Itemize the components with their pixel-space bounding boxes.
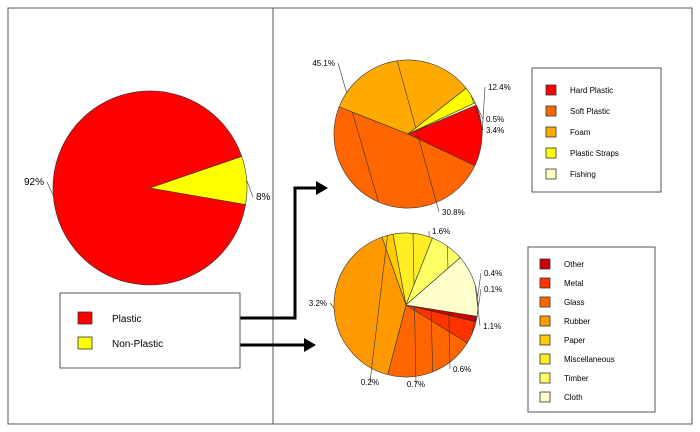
slice-cloth bbox=[405, 257, 479, 317]
legend-label-rubber: Rubber bbox=[564, 317, 591, 326]
data-label-timber: 0.6% bbox=[453, 365, 471, 374]
legend-item-plastic-straps: Plastic Straps bbox=[545, 147, 619, 159]
legend-item-fishing: Fishing bbox=[545, 168, 596, 180]
data-label-plastic-straps: 3.4% bbox=[486, 126, 504, 135]
leader-line-foam bbox=[396, 60, 440, 213]
legend-item-cloth: Cloth bbox=[539, 391, 583, 403]
leader-line-cloth bbox=[474, 285, 481, 327]
slice-soft-plastic bbox=[333, 106, 476, 209]
leader-line-plastic bbox=[46, 181, 54, 196]
data-label-fishing: 0.5% bbox=[486, 115, 504, 124]
legend-swatch-timber bbox=[539, 372, 551, 384]
legend-item-glass: Glass bbox=[539, 296, 584, 308]
legend-item-hard-plastic: Hard Plastic bbox=[545, 84, 613, 96]
legend-label-paper: Paper bbox=[564, 336, 586, 345]
leader-line-non-plastic bbox=[246, 180, 254, 198]
data-label-soft-plastic: 45.1% bbox=[312, 59, 335, 68]
legend-label-plastic: Plastic bbox=[112, 314, 141, 325]
legend-label-soft-plastic: Soft Plastic bbox=[570, 107, 610, 116]
legend-item-foam: Foam bbox=[545, 126, 591, 138]
non-plastic-types-pie: 0.1% 0.4% 1.6% 3.2% 0.2% 0.7% 0.6% 1.1% bbox=[309, 227, 502, 389]
legend-label-glass: Glass bbox=[564, 298, 584, 307]
legend-item-soft-plastic: Soft Plastic bbox=[545, 105, 610, 117]
legend-swatch-metal bbox=[539, 277, 551, 289]
legend-swatch-non-plastic bbox=[77, 336, 93, 350]
data-label-cloth: 1.1% bbox=[483, 322, 501, 331]
leader-line-soft-plastic bbox=[337, 62, 379, 202]
legend-swatch-miscellaneous bbox=[539, 353, 551, 365]
non-plastic-legend-box bbox=[527, 246, 656, 413]
composition-legend-box bbox=[59, 292, 241, 369]
data-label-non-plastic: 8% bbox=[256, 192, 271, 203]
non-plastic-legend: Other Metal Glass Rubber Paper Miscellaneous T… bbox=[539, 258, 615, 403]
legend-label-non-plastic: Non-Plastic bbox=[112, 339, 163, 350]
data-label-miscellaneous: 0.7% bbox=[407, 380, 425, 389]
legend-item-rubber: Rubber bbox=[539, 315, 591, 327]
legend-label-metal: Metal bbox=[564, 279, 584, 288]
leader-line-rubber bbox=[329, 302, 335, 309]
legend-item-paper: Paper bbox=[539, 334, 586, 346]
plastic-legend: Hard Plastic Soft Plastic Foam Plastic Stra… bbox=[545, 84, 619, 180]
legend-label-plastic-straps: Plastic Straps bbox=[570, 149, 619, 158]
legend-label-fishing: Fishing bbox=[570, 170, 596, 179]
legend-swatch-glass bbox=[539, 296, 551, 308]
legend-item-metal: Metal bbox=[539, 277, 584, 289]
leader-line-paper bbox=[369, 235, 388, 383]
data-label-plastic: 92% bbox=[24, 177, 44, 188]
composition-legend: Plastic Non-Plastic bbox=[77, 311, 163, 350]
legend-label-other: Other bbox=[564, 260, 584, 269]
leader-line-fishing bbox=[475, 103, 484, 120]
leader-line-miscellaneous bbox=[412, 233, 417, 385]
legend-label-cloth: Cloth bbox=[564, 393, 583, 402]
legend-swatch-paper bbox=[539, 334, 551, 346]
legend-item-non-plastic: Non-Plastic bbox=[77, 336, 163, 350]
legend-swatch-plastic-straps bbox=[545, 147, 557, 159]
legend-label-timber: Timber bbox=[564, 374, 589, 383]
legend-item-other: Other bbox=[539, 258, 584, 270]
data-label-foam: 30.8% bbox=[442, 208, 465, 217]
legend-swatch-fishing bbox=[545, 168, 557, 180]
legend-swatch-rubber bbox=[539, 315, 551, 327]
legend-swatch-hard-plastic bbox=[545, 84, 557, 96]
data-label-glass: 1.6% bbox=[432, 227, 450, 236]
legend-label-hard-plastic: Hard Plastic bbox=[570, 86, 613, 95]
data-label-metal: 0.4% bbox=[484, 269, 502, 278]
data-label-other: 0.1% bbox=[484, 285, 502, 294]
legend-label-foam: Foam bbox=[570, 128, 591, 137]
legend-item-miscellaneous: Miscellaneous bbox=[539, 353, 615, 365]
legend-swatch-other bbox=[539, 258, 551, 270]
composition-pie: 92% 8% bbox=[24, 90, 271, 286]
plastic-types-pie: 12.4% 45.1% 30.8% 3.4% 0.5% bbox=[312, 59, 510, 217]
legend-swatch-soft-plastic bbox=[545, 105, 557, 117]
data-label-paper: 0.2% bbox=[361, 378, 379, 387]
legend-swatch-plastic bbox=[77, 311, 93, 325]
data-label-rubber: 3.2% bbox=[309, 299, 327, 308]
legend-label-miscellaneous: Miscellaneous bbox=[564, 355, 615, 364]
leader-line-hard-plastic bbox=[481, 86, 486, 136]
legend-swatch-cloth bbox=[539, 391, 551, 403]
leader-line-plastic-straps bbox=[470, 95, 484, 131]
legend-item-plastic: Plastic bbox=[77, 311, 141, 325]
legend-item-timber: Timber bbox=[539, 372, 589, 384]
legend-swatch-foam bbox=[545, 126, 557, 138]
slice-foam bbox=[338, 59, 467, 135]
data-label-hard-plastic: 12.4% bbox=[488, 83, 511, 92]
